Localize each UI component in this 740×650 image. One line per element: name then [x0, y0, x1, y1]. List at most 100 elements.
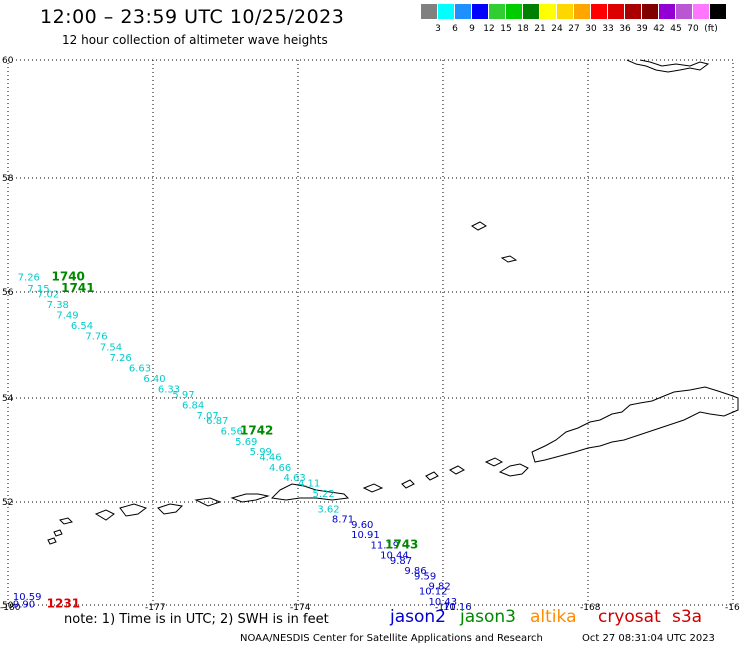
wave-height-label: 9.90	[13, 600, 35, 611]
colorbar-swatch	[608, 4, 624, 19]
latitude-label: 58	[2, 174, 14, 184]
colorbar-swatch	[642, 4, 658, 19]
pass-time-label: 1743	[385, 537, 418, 551]
aleutian-island	[94, 509, 115, 521]
aleutian-island	[401, 479, 415, 489]
wave-height-label: 10.59	[13, 592, 42, 603]
aleutian-island	[194, 497, 222, 507]
wave-height-label: 5.22	[313, 489, 335, 500]
wave-height-label: 6.87	[206, 416, 228, 427]
aleutian-island	[425, 471, 439, 481]
longitude-label: -16	[725, 603, 740, 613]
legend-entry-jason2: jason2	[390, 607, 446, 627]
colorbar-label: 9	[469, 24, 475, 34]
wave-height-label: 11.19	[371, 540, 400, 551]
aleutian-island	[119, 503, 148, 517]
colorbar-unit: (ft)	[704, 24, 718, 34]
colorbar-swatch	[591, 4, 607, 19]
wave-height-label: 10.91	[351, 530, 380, 541]
colorbar-label: 21	[534, 24, 546, 34]
wave-height-label: 10.44	[380, 551, 409, 562]
wave-height-label: 6.54	[71, 321, 93, 332]
wave-height-label: 9.87	[390, 556, 412, 567]
pass-time-label: 1742	[240, 423, 273, 437]
aleutian-island	[449, 465, 465, 475]
aleutian-island	[47, 537, 57, 545]
colorbar-label: 27	[568, 24, 580, 34]
colorbar-swatch	[506, 4, 522, 19]
latitude-label: 54	[2, 394, 14, 404]
aleutian-island	[53, 529, 63, 537]
pass-time-label: 1740	[52, 270, 85, 284]
wave-height-label: 7.07	[197, 411, 219, 422]
colorbar-label: 33	[602, 24, 614, 34]
colorbar-swatch	[710, 4, 726, 19]
map-subtitle: 12 hour collection of altimeter wave hei…	[62, 33, 328, 47]
colorbar-label: 39	[636, 24, 648, 34]
wave-height-label: 10.16	[443, 602, 472, 613]
colorbar-label: 12	[483, 24, 495, 34]
wave-height-label: 7.38	[47, 300, 69, 311]
longitude-label: -174	[290, 603, 311, 613]
graticule: 60 58 56 54 52 50-180 -177 -174 -171 -168 -16	[0, 56, 740, 613]
colorbar-swatch	[625, 4, 641, 19]
colorbar-swatch	[489, 4, 505, 19]
latitude-label: 50	[2, 601, 14, 611]
aleutian-island	[270, 483, 350, 501]
longitude-label: -168	[580, 603, 601, 613]
colorbar-swatch	[659, 4, 675, 19]
wave-height-label: 7.02	[37, 289, 59, 300]
colorbar-swatch	[540, 4, 556, 19]
wave-height-label: 6.33	[158, 385, 180, 396]
aleutian-island	[230, 493, 270, 503]
wave-height-label: 5.99	[250, 447, 272, 458]
wave-height-label: 9.59	[414, 571, 436, 582]
aleutian-island	[157, 503, 184, 515]
wave-height-label: 6.56	[221, 426, 243, 437]
wave-height-label: 4.66	[269, 463, 291, 474]
footer-note: note: 1) Time is in UTC; 2) SWH is in fe…	[64, 612, 329, 627]
colorbar-swatch	[455, 4, 471, 19]
credit-text: NOAA/NESDIS Center for Satellite Applica…	[240, 633, 543, 644]
aleutian-island	[484, 457, 504, 467]
colorbar-label: 42	[653, 24, 665, 34]
legend-entry-altika: altika	[530, 607, 577, 627]
colorbar-label: 24	[551, 24, 563, 34]
colorbar-swatch	[693, 4, 709, 19]
longitude-label: -177	[145, 603, 165, 613]
colorbar-label: 70	[687, 24, 699, 34]
legend-entry-jason3: jason3	[460, 607, 516, 627]
map-title: 12:00 – 23:59 UTC 10/25/2023	[40, 6, 345, 28]
wave-height-label: 8.71	[332, 515, 354, 526]
wave-height-label: 7.26	[110, 353, 132, 364]
colorbar-swatch	[523, 4, 539, 19]
colorbar-label: 18	[517, 24, 529, 34]
wave-height-label: 6.40	[143, 374, 165, 385]
latitude-label: 56	[2, 288, 14, 298]
latitude-label: 60	[2, 56, 14, 66]
colorbar-label: 3	[435, 24, 441, 34]
legend-entry-cryosat: cryosat	[598, 607, 661, 627]
pass-time-label: 1231	[47, 597, 80, 611]
generated-timestamp: Oct 27 08:31:04 UTC 2023	[582, 633, 715, 644]
wave-height-label: 9.82	[429, 582, 451, 593]
pass-time-label: 1741	[61, 281, 94, 295]
wave-height-label: 7.26	[18, 273, 40, 284]
wave-height-label: 4.46	[259, 452, 281, 463]
colorbar-swatch	[472, 4, 488, 19]
wave-height-label: 5.69	[235, 437, 257, 448]
wave-height-label: 7.76	[85, 332, 107, 343]
wave-height-label: 6.84	[182, 400, 204, 411]
legend-entry-s3a: s3a	[672, 607, 703, 627]
colorbar-label: 36	[619, 24, 631, 34]
wave-height-label: 10.12	[419, 587, 448, 598]
aleutian-island	[59, 517, 73, 525]
colorbar-swatch	[438, 4, 454, 19]
wave-height-label: 4.63	[284, 473, 306, 484]
longitude-label: -180	[0, 603, 21, 613]
wave-height-label: 5.97	[172, 390, 194, 401]
colorbar-swatch	[421, 4, 437, 19]
wave-height-label: 3.62	[317, 504, 339, 515]
colorbar-label: 15	[500, 24, 512, 34]
